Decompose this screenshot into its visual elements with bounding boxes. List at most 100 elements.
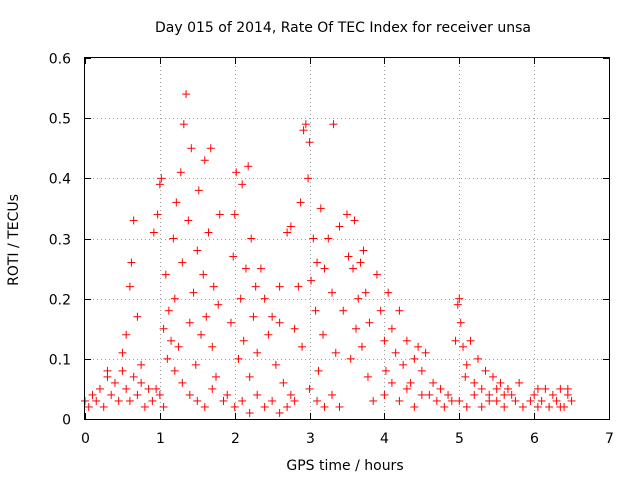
data-point xyxy=(290,324,299,333)
data-point xyxy=(230,210,239,219)
data-point xyxy=(309,234,318,243)
x-tick-label: 6 xyxy=(530,431,539,447)
data-point xyxy=(197,330,206,339)
data-point xyxy=(152,384,161,393)
data-point xyxy=(122,384,131,393)
data-point xyxy=(453,300,462,309)
y-tick-label: 0.4 xyxy=(49,172,71,188)
data-point xyxy=(496,378,505,387)
data-point xyxy=(395,396,404,405)
data-point xyxy=(348,264,357,273)
data-point xyxy=(129,372,138,381)
y-tick-label: 0.6 xyxy=(49,52,71,68)
data-point xyxy=(223,390,232,399)
data-point xyxy=(239,336,248,345)
data-point xyxy=(372,270,381,279)
data-point xyxy=(212,372,220,381)
data-point xyxy=(470,378,479,387)
data-point xyxy=(245,408,254,417)
data-point xyxy=(199,270,208,279)
data-point xyxy=(208,384,217,393)
data-point xyxy=(477,384,486,393)
data-point xyxy=(159,402,168,411)
data-point xyxy=(256,264,265,273)
data-point xyxy=(518,402,527,411)
data-point xyxy=(238,180,247,189)
data-point xyxy=(406,378,415,387)
x-tick-label: 2 xyxy=(231,431,240,447)
data-point xyxy=(182,90,191,99)
data-point xyxy=(356,258,365,267)
data-point xyxy=(238,396,247,405)
data-point xyxy=(346,354,355,363)
y-tick-label: 0 xyxy=(62,413,71,429)
y-axis-label: ROTI / TECUs xyxy=(6,194,22,286)
data-point xyxy=(440,402,449,411)
data-point xyxy=(169,234,178,243)
data-point xyxy=(137,378,146,387)
data-point xyxy=(184,216,193,225)
data-point xyxy=(219,396,228,405)
data-point xyxy=(118,366,127,375)
data-point xyxy=(84,402,93,411)
data-point xyxy=(541,384,550,393)
data-point xyxy=(244,162,253,171)
axis-ticks xyxy=(85,58,610,420)
data-point xyxy=(485,396,494,405)
grid xyxy=(85,58,609,419)
data-point xyxy=(354,294,363,303)
data-point xyxy=(149,228,158,237)
data-point xyxy=(178,258,187,267)
data-point xyxy=(185,318,194,327)
data-point xyxy=(339,306,348,315)
data-point xyxy=(537,396,546,405)
data-point xyxy=(474,354,482,363)
data-point xyxy=(461,372,470,381)
data-point xyxy=(191,360,200,369)
data-point xyxy=(194,186,203,195)
data-point xyxy=(174,342,183,351)
data-point xyxy=(492,396,501,405)
data-point xyxy=(432,396,441,405)
data-point xyxy=(365,318,374,327)
data-point xyxy=(466,336,475,345)
data-point xyxy=(380,390,389,399)
data-point xyxy=(314,366,323,375)
data-point xyxy=(331,348,340,357)
data-point xyxy=(127,258,136,267)
data-point xyxy=(275,318,284,327)
data-point xyxy=(170,366,179,375)
data-point xyxy=(399,360,408,369)
data-point xyxy=(229,252,238,261)
data-point xyxy=(357,342,366,351)
data-point xyxy=(249,312,258,321)
data-point xyxy=(376,306,385,315)
data-point xyxy=(264,330,273,339)
data-point xyxy=(283,402,292,411)
data-point xyxy=(320,264,329,273)
data-point xyxy=(414,342,423,351)
data-point xyxy=(455,294,464,303)
data-point xyxy=(429,378,438,387)
data-point xyxy=(208,342,217,351)
data-point xyxy=(477,402,486,411)
data-point xyxy=(140,402,149,411)
x-tick-labels: 0 1 2 3 4 5 6 7 xyxy=(81,431,614,447)
data-point xyxy=(200,156,209,165)
data-point xyxy=(335,402,344,411)
data-point xyxy=(552,396,561,405)
data-point xyxy=(268,396,277,405)
data-point xyxy=(253,348,262,357)
data-point xyxy=(421,348,430,357)
data-point xyxy=(118,348,127,357)
data-point xyxy=(507,390,516,399)
data-point xyxy=(148,396,157,405)
data-point xyxy=(456,318,465,327)
data-point xyxy=(444,390,453,399)
data-point xyxy=(455,396,464,405)
data-point xyxy=(329,120,338,129)
data-point xyxy=(563,384,572,393)
data-point xyxy=(155,180,164,189)
data-point xyxy=(313,396,322,405)
data-point xyxy=(179,120,188,129)
